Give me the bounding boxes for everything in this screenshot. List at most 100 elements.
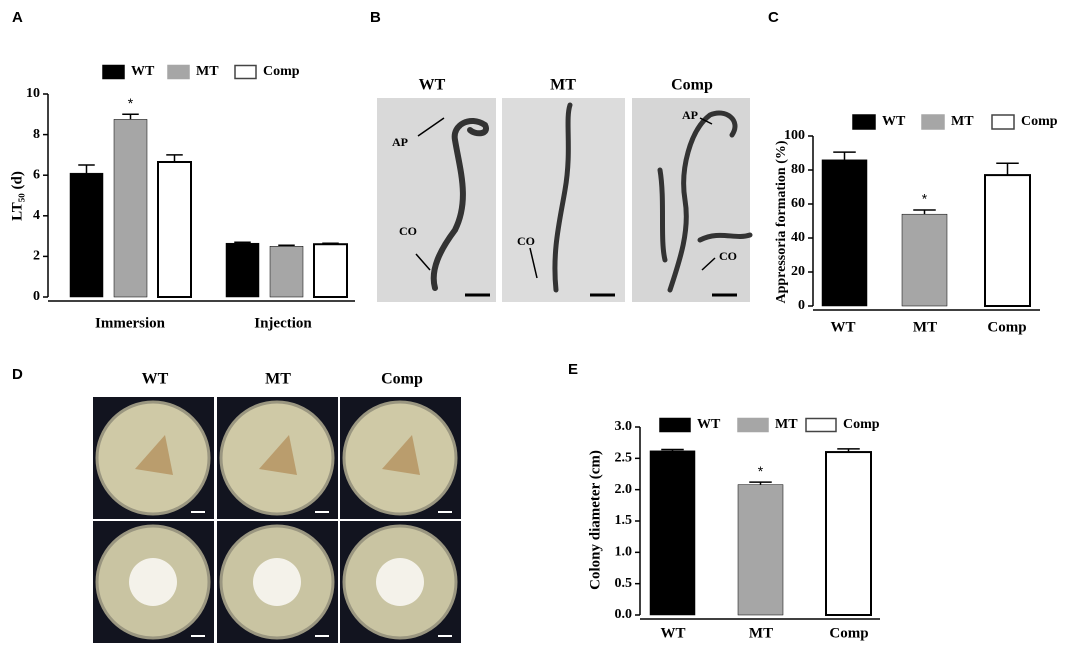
error-bar [913, 209, 936, 215]
legend-label: MT [775, 417, 798, 432]
legend-swatch [921, 114, 945, 130]
error-bar [166, 154, 183, 163]
error-bar [234, 241, 251, 244]
x-tick-label: Injection [254, 315, 312, 331]
legend-swatch [659, 417, 691, 433]
bar [69, 172, 104, 298]
plates: WT MT Comp [93, 371, 461, 643]
error-bar [833, 151, 856, 160]
y-tick-label: 1.0 [615, 545, 633, 560]
y-tick-label: 2.5 [615, 451, 633, 466]
x-tick-label: WT [830, 319, 855, 335]
legend-label: WT [697, 417, 721, 432]
y-tick-label: 40 [791, 230, 805, 245]
error-bar [996, 162, 1019, 176]
hypha [430, 118, 489, 291]
legend-swatch [991, 114, 1015, 130]
y-tick-label: 1.5 [615, 513, 633, 528]
x-tick-label: WT [660, 625, 685, 641]
legend-label: WT [882, 114, 906, 129]
plate-title: Comp [381, 371, 423, 388]
error-bar [661, 448, 684, 451]
significance: * [758, 463, 764, 479]
bar [901, 213, 948, 307]
error-bar [78, 164, 95, 174]
y-axis-label: Appressoria formation (%) [774, 140, 789, 303]
bar [825, 451, 872, 617]
colony [253, 558, 301, 606]
y-tick-label: 0 [798, 298, 805, 313]
wing [259, 435, 297, 475]
bar [269, 246, 304, 298]
micrograph-title: WT [419, 77, 446, 94]
x-tick-label: Comp [829, 625, 868, 641]
bar [737, 484, 784, 616]
legend-label: Comp [843, 417, 880, 432]
legend-swatch [852, 114, 876, 130]
error-bar [322, 242, 339, 245]
wing [382, 435, 420, 475]
y-axis-label: Colony diameter (cm) [587, 450, 603, 590]
hypha [552, 102, 573, 293]
y-tick-label: 20 [791, 264, 805, 279]
bar [649, 450, 696, 616]
legend-label: MT [951, 114, 974, 129]
micrograph [632, 98, 750, 302]
legend-label: WT [131, 64, 155, 79]
legend-swatch [737, 417, 769, 433]
micrographs: WT MT Comp AP CO CO AP CO [377, 77, 753, 302]
error-bar [837, 448, 860, 453]
arrow [415, 117, 716, 279]
colony [376, 558, 424, 606]
y-tick-label: 80 [791, 162, 805, 177]
error-bar [749, 481, 772, 485]
bar [225, 242, 260, 298]
legend-swatch [805, 417, 837, 433]
legend-swatch [102, 64, 125, 80]
legend-label: Comp [263, 64, 300, 79]
bar [113, 119, 148, 298]
y-tick-label: 0.0 [615, 607, 633, 622]
panel-label: A [12, 9, 23, 26]
y-tick-label: 8 [33, 127, 40, 142]
y-tick-label: 6 [33, 167, 40, 182]
error-bar [278, 244, 295, 247]
x-tick-label: Comp [987, 319, 1026, 335]
y-tick-label: 2.0 [615, 482, 633, 497]
bar [157, 161, 192, 298]
y-axis-label: LT₅₀ (d) [9, 171, 25, 221]
micrograph-title: Comp [671, 77, 713, 94]
micrograph-label: CO [517, 234, 535, 248]
bar [984, 174, 1031, 307]
legend-label: MT [196, 64, 219, 79]
bar [821, 159, 868, 307]
x-tick-label: Immersion [95, 315, 166, 331]
plate-title: WT [142, 371, 169, 388]
legend-label: Comp [1021, 114, 1058, 129]
y-tick-label: 100 [784, 128, 805, 143]
panel-label: E [568, 361, 578, 378]
micrograph-label: AP [392, 135, 408, 149]
colony [129, 558, 177, 606]
legend-swatch [167, 64, 190, 80]
x-tick-label: MT [749, 625, 773, 641]
plate-title: MT [265, 371, 291, 388]
micrograph-label: CO [399, 224, 417, 238]
y-tick-label: 2 [33, 249, 40, 264]
legend-swatch [234, 64, 257, 80]
y-tick-label: 60 [791, 196, 805, 211]
y-tick-label: 10 [26, 86, 40, 101]
y-tick-label: 4 [33, 208, 40, 223]
panel-label: B [370, 9, 381, 26]
error-bar [122, 113, 139, 120]
micrograph-label: AP [682, 108, 698, 122]
significance: * [128, 95, 134, 111]
hypha [657, 110, 753, 293]
x-tick-label: MT [913, 319, 937, 335]
y-tick-label: 0 [33, 289, 40, 304]
micrograph-label: CO [719, 249, 737, 263]
y-tick-label: 3.0 [615, 419, 633, 434]
wing [135, 435, 173, 475]
bar [313, 243, 348, 298]
